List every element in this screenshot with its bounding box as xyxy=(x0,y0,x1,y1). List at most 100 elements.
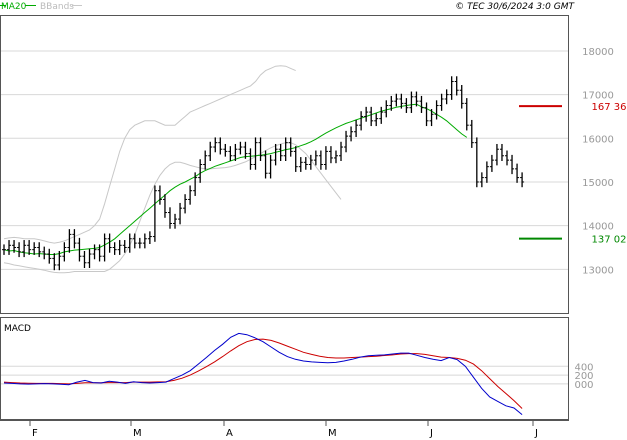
ohlc-bar xyxy=(248,148,253,170)
ohlc-bar xyxy=(77,237,82,262)
ohlc-bar xyxy=(218,137,223,155)
ohlc-bar xyxy=(333,150,338,164)
ohlc-bar xyxy=(459,85,464,109)
bollinger-bands xyxy=(3,65,342,274)
macd-gridlines xyxy=(1,365,568,385)
ohlc-bar xyxy=(344,130,349,153)
ohlc-bar xyxy=(253,137,258,170)
ohlc-bar xyxy=(22,240,27,258)
ohlc-bar xyxy=(394,93,399,107)
ohlc-bar xyxy=(494,143,499,166)
ohlc-bar xyxy=(323,146,328,170)
ohlc-bar xyxy=(2,244,6,255)
price-level-label: 167 36 xyxy=(592,102,627,113)
ohlc-bar xyxy=(505,150,509,166)
ohlc-bar xyxy=(97,244,102,262)
ohlc-bar xyxy=(157,185,162,205)
ohlc-bar xyxy=(107,233,112,253)
ohlc-bar xyxy=(469,119,474,148)
ohlc-bar xyxy=(303,157,308,170)
ohlc-bar xyxy=(349,126,354,142)
price-levels: 167 36 137 02 xyxy=(519,102,627,246)
ohlc-bar xyxy=(263,150,268,179)
ohlc-bar xyxy=(42,246,47,260)
signal-series-line xyxy=(3,338,523,409)
ohlc-bar xyxy=(288,137,293,157)
x-tick-label: J xyxy=(429,428,433,439)
ohlc-bar xyxy=(313,150,318,166)
price-y-tick-label: 16000 xyxy=(582,134,614,145)
ohlc-bar xyxy=(243,141,248,159)
price-y-tick-label: 15000 xyxy=(582,178,614,189)
price-y-tick-label: 17000 xyxy=(582,91,614,102)
ohlc-bar xyxy=(102,233,107,262)
macd-y-tick-label: 400 xyxy=(574,362,593,373)
ohlc-bar xyxy=(72,229,77,249)
ohlc-bar xyxy=(132,233,137,249)
ohlc-bar xyxy=(27,240,32,255)
ohlc-bar xyxy=(188,185,193,205)
ohlc-bar xyxy=(374,113,379,127)
ohlc-bar xyxy=(117,240,122,255)
x-tick-label: J xyxy=(534,428,538,439)
x-tick-label: M xyxy=(133,428,142,439)
x-tick-label: F xyxy=(32,428,38,439)
ohlc-bar xyxy=(449,76,454,100)
ohlc-bars xyxy=(2,76,525,271)
ohlc-bar xyxy=(510,154,515,175)
ohlc-bar xyxy=(499,143,504,162)
bbands-legend-label: BBands xyxy=(40,2,74,12)
price-panel-frame xyxy=(0,15,569,314)
ohlc-bar xyxy=(213,137,218,153)
ohlc-bar xyxy=(444,89,449,105)
price-y-tick-label: 13000 xyxy=(582,265,614,276)
macd-y-tick-label: 200 xyxy=(574,371,593,382)
ohlc-bar xyxy=(298,157,303,172)
ohlc-bar xyxy=(147,231,152,244)
macd-series-line xyxy=(3,332,523,415)
ohlc-bar xyxy=(484,161,489,183)
ohlc-bar xyxy=(87,248,92,269)
ohlc-bar xyxy=(268,154,273,179)
copyright-label: © TEC 30/6/2024 3:0 GMT xyxy=(455,2,575,12)
ohlc-bar xyxy=(112,242,117,255)
ohlc-bar xyxy=(424,102,429,127)
ohlc-bar xyxy=(434,100,439,120)
ohlc-bar xyxy=(137,237,142,249)
macd-y-tick-label: 000 xyxy=(574,380,593,391)
ohlc-bar xyxy=(479,172,484,188)
ohlc-bar xyxy=(464,98,469,131)
ohlc-bar xyxy=(127,233,132,253)
ohlc-bar xyxy=(152,185,157,242)
ohlc-bar xyxy=(162,194,167,218)
macd-lines xyxy=(3,332,523,415)
ohlc-bar xyxy=(228,146,233,162)
ohlc-bar xyxy=(379,106,384,124)
ma20-legend-label: MA20 xyxy=(1,2,27,12)
x-tick-label: M xyxy=(328,428,337,439)
price-y-tick-label: 14000 xyxy=(582,222,614,233)
ohlc-bar xyxy=(278,143,283,162)
ohlc-bar xyxy=(439,93,444,111)
price-y-tick-label: 18000 xyxy=(582,47,614,58)
ohlc-bar xyxy=(142,233,147,249)
ohlc-bar xyxy=(178,202,183,225)
ohlc-bar xyxy=(328,146,333,164)
ohlc-bar xyxy=(32,242,37,255)
ohlc-bar xyxy=(62,242,67,262)
ohlc-bar xyxy=(82,250,87,269)
macd-title: MACD xyxy=(4,324,31,334)
ohlc-bar xyxy=(454,76,459,96)
ohlc-bar xyxy=(67,229,72,253)
ohlc-bar xyxy=(389,95,394,111)
ohlc-bar xyxy=(399,93,404,109)
ohlc-bar xyxy=(198,159,203,183)
ohlc-bar xyxy=(238,141,243,155)
ohlc-bar xyxy=(233,143,238,162)
ohlc-bar xyxy=(318,150,323,170)
ohlc-bar xyxy=(122,240,127,253)
ohlc-bar xyxy=(404,98,409,113)
